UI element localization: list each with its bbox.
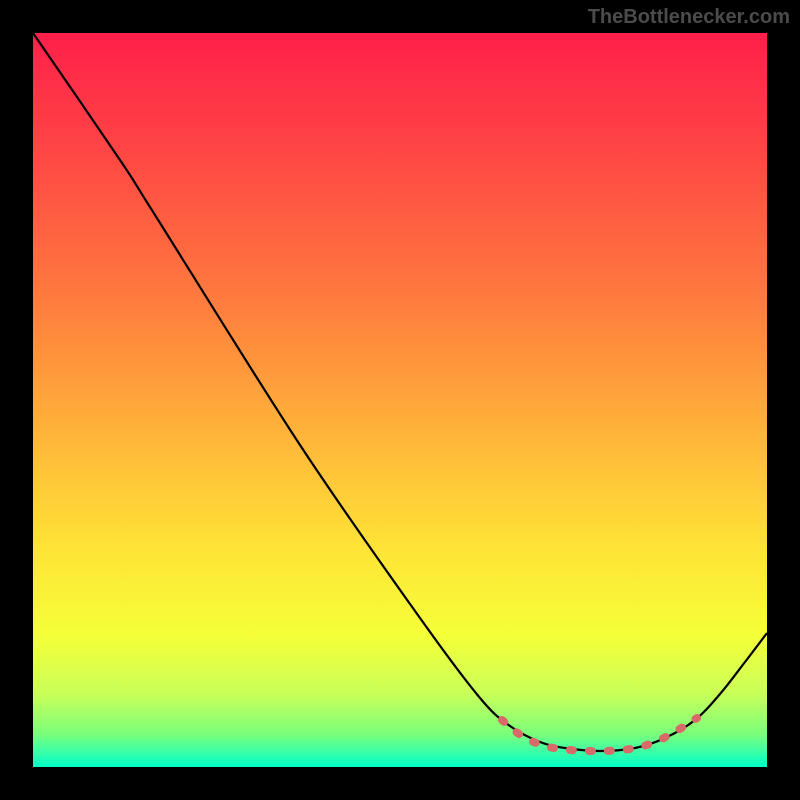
watermark-text: TheBottlenecker.com <box>588 6 790 29</box>
chart-container: TheBottlenecker.com <box>0 0 800 800</box>
plot-area <box>33 33 767 767</box>
curve-layer <box>33 33 767 767</box>
dotted-highlight <box>502 718 697 751</box>
main-curve <box>33 33 767 751</box>
